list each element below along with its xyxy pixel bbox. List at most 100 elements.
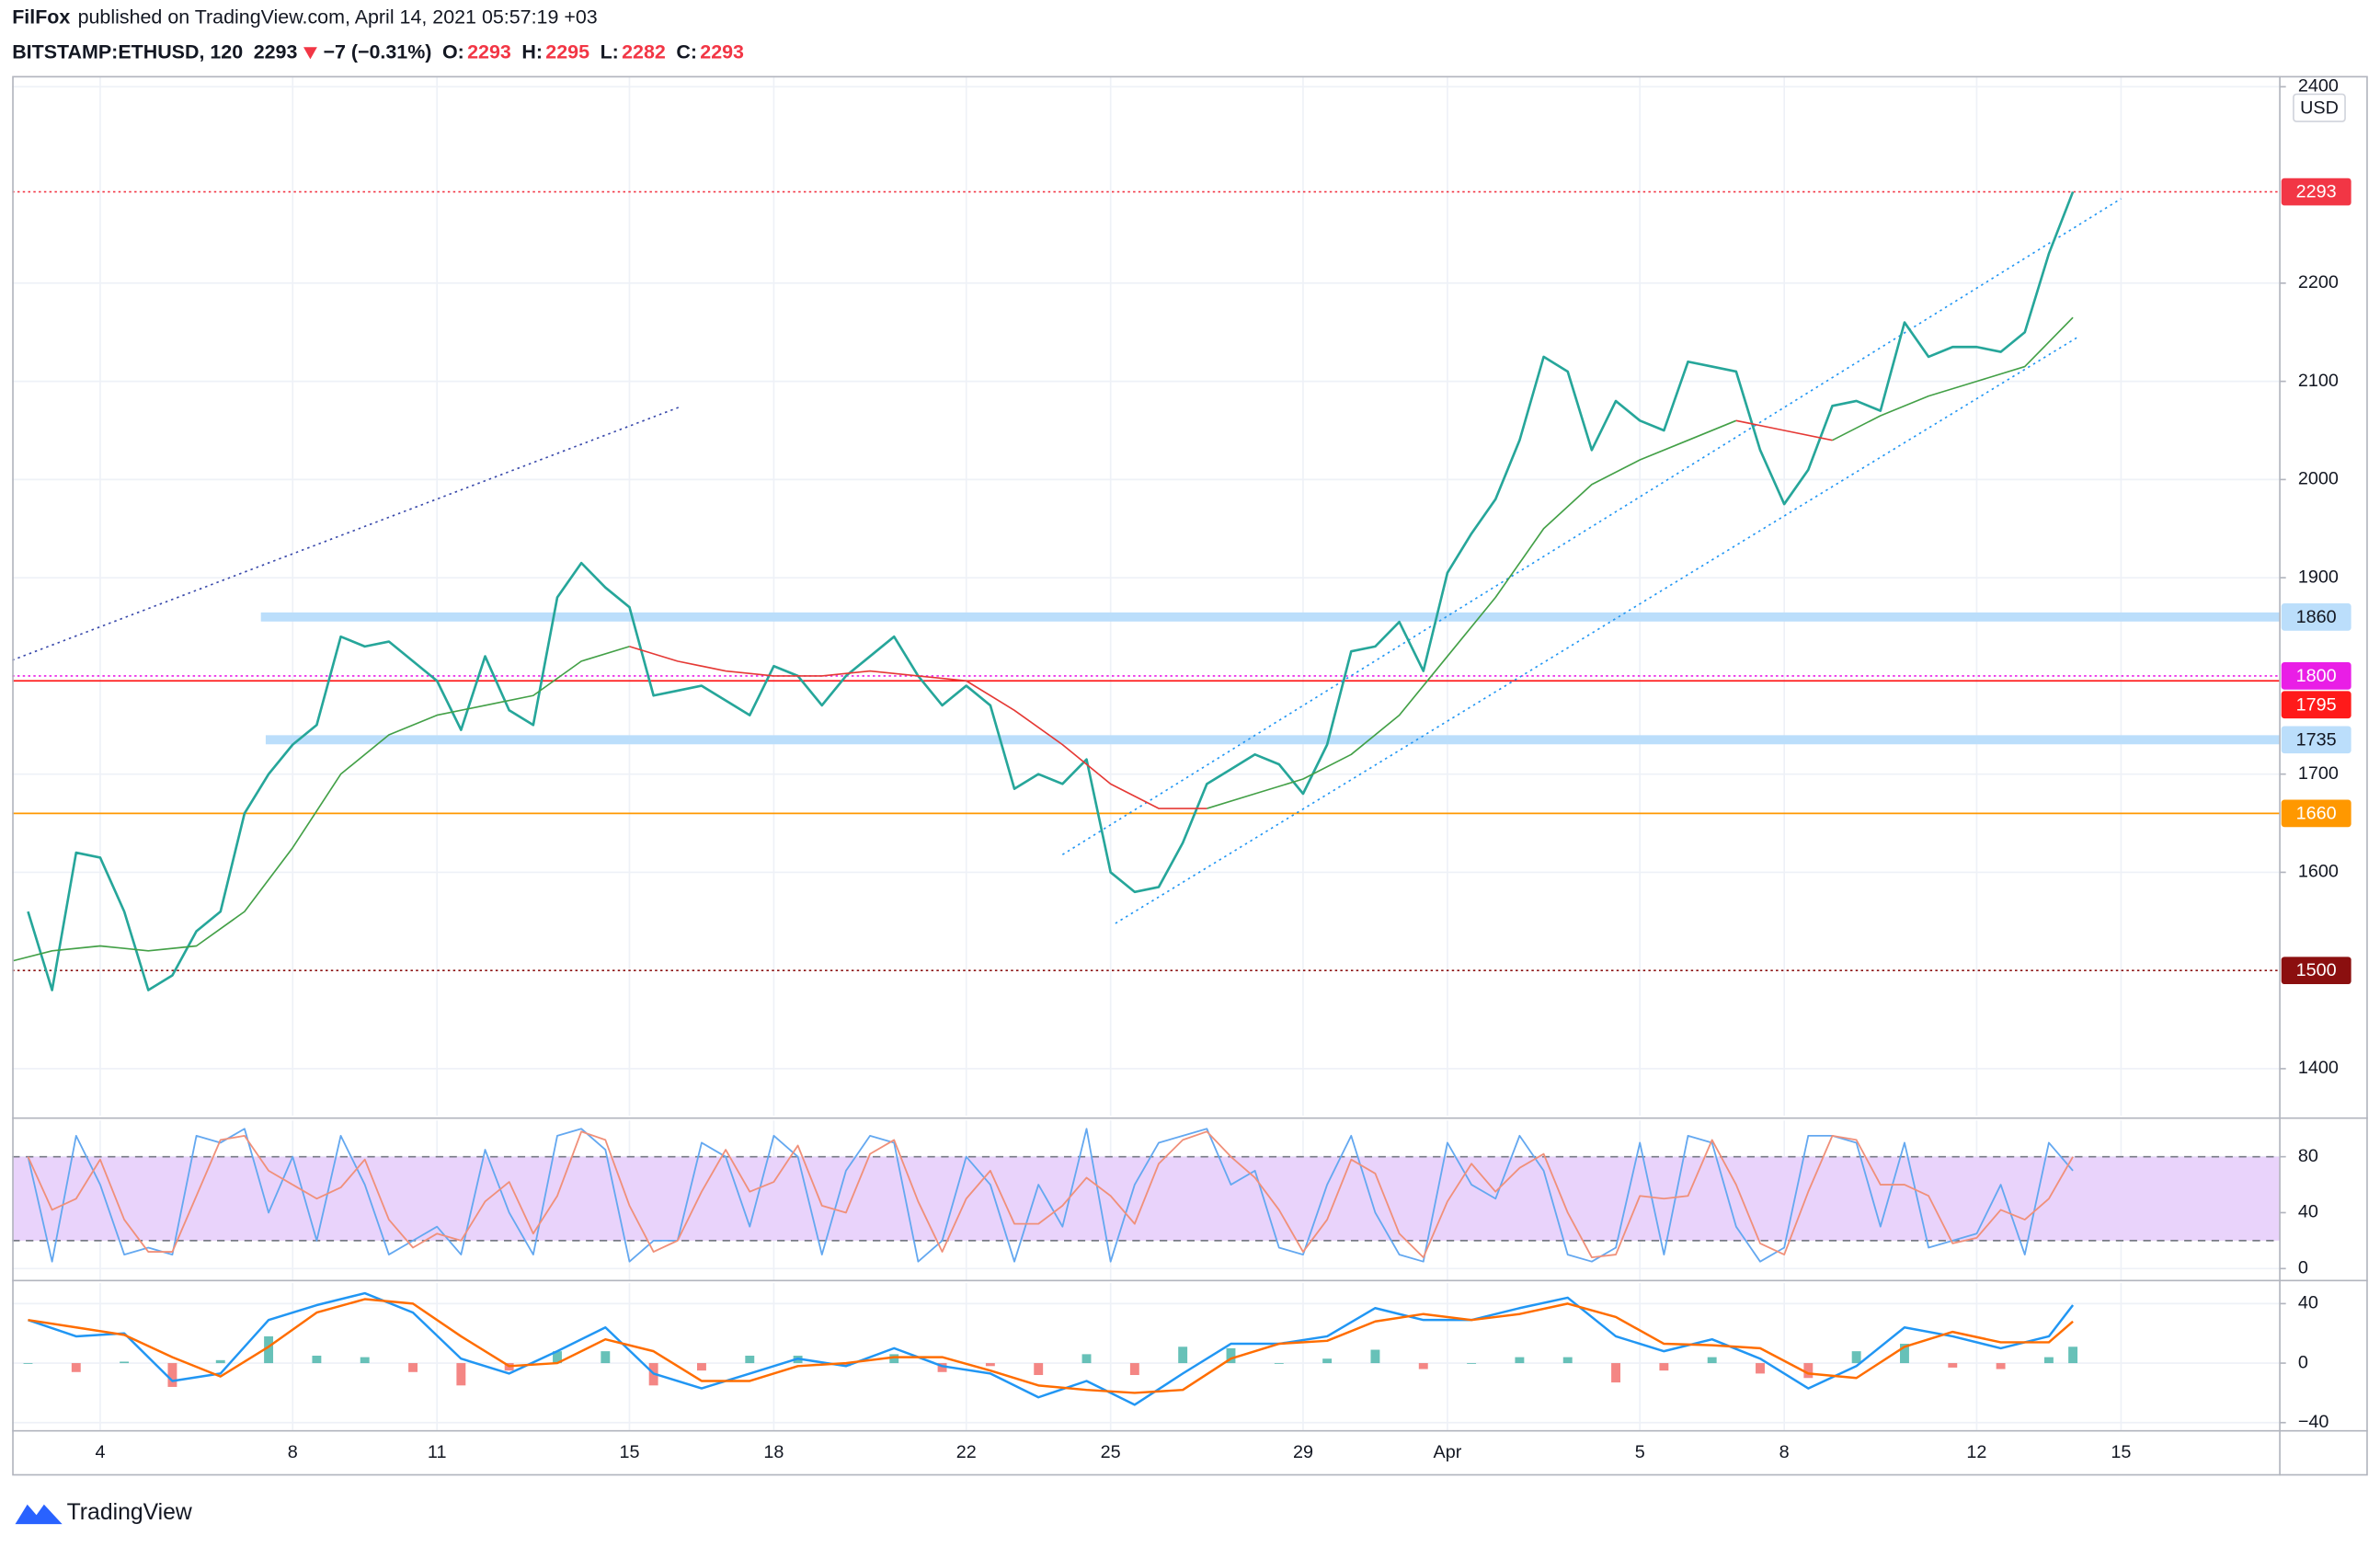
ohlc-value: 2295 (545, 41, 589, 63)
histogram-bar (1274, 1363, 1284, 1364)
price-badge-label: 1735 (2296, 729, 2337, 750)
histogram-bar (1611, 1363, 1620, 1383)
moving-average (629, 419, 1833, 809)
y-tick-label: 2200 (2298, 272, 2339, 292)
histogram-bar (1467, 1363, 1477, 1364)
histogram-bar (1081, 1354, 1092, 1364)
histogram-bar (1370, 1349, 1380, 1364)
band-fill (12, 1156, 2281, 1241)
price-badge-label: 1795 (2296, 694, 2337, 715)
histogram-bar (1178, 1346, 1188, 1364)
histogram-bar (1322, 1358, 1333, 1364)
histogram-bar (745, 1355, 755, 1364)
y-tick-label: 2100 (2298, 371, 2339, 391)
y-tick-label: 2000 (2298, 469, 2339, 489)
frame (12, 75, 2368, 1476)
histogram-bar (2068, 1346, 2078, 1364)
pane (12, 75, 2281, 1117)
price-badge (2281, 178, 2351, 206)
ohlc-label: L: (601, 41, 619, 63)
histogram-bar (456, 1363, 466, 1386)
histogram-bar (1996, 1363, 2006, 1369)
x-tick-label: 8 (288, 1442, 298, 1462)
x-tick-label: 12 (1966, 1442, 1986, 1462)
histogram-bar (553, 1351, 562, 1364)
x-tick-label: 8 (1779, 1442, 1790, 1462)
histogram-bar (1418, 1363, 1428, 1369)
price-badge-label: 1660 (2296, 803, 2337, 823)
trend-line (12, 406, 681, 661)
x-tick-label: 22 (956, 1442, 977, 1462)
plot-layer (12, 75, 2281, 1430)
x-tick-label: 25 (1101, 1442, 1121, 1462)
ohlc-value: 2293 (467, 41, 511, 63)
y-tick-label: 1400 (2298, 1058, 2339, 1078)
histogram-bar (1900, 1344, 1909, 1364)
x-tick-label: 11 (428, 1442, 447, 1462)
published: published on TradingView.com, April 14, … (78, 6, 598, 29)
histogram-bar (167, 1363, 177, 1387)
y-tick-label: 1700 (2298, 763, 2339, 784)
price-line (27, 191, 2075, 991)
price-badge (2281, 602, 2351, 631)
price-badge (2281, 957, 2351, 985)
price-badge-label: 1800 (2296, 666, 2337, 686)
histogram-bar (1707, 1357, 1717, 1364)
histogram-bar (841, 1363, 851, 1367)
x-tick-label: 15 (2111, 1442, 2131, 1462)
change-arrow (303, 47, 317, 60)
moving-average (13, 316, 2074, 962)
histogram-bar (937, 1363, 947, 1372)
histogram-bar (1562, 1357, 1573, 1364)
pane (12, 1120, 2281, 1280)
author: FilFox (12, 6, 70, 29)
histogram-bar (1129, 1363, 1139, 1376)
histogram-bar (1226, 1347, 1236, 1364)
y-tick-label: 0 (2298, 1258, 2308, 1278)
histogram-bar (1803, 1363, 1814, 1379)
histogram-bar (23, 1363, 33, 1364)
histogram-bar (408, 1363, 418, 1372)
y-tick-label: 0 (2298, 1352, 2308, 1372)
histogram-bar (1948, 1363, 1958, 1368)
y-tick-label: 1900 (2298, 567, 2339, 587)
trend-line (1061, 198, 2122, 855)
price-badge (2281, 662, 2351, 690)
histogram-bar (312, 1355, 322, 1364)
pane (12, 1282, 2281, 1430)
y-tick-label: 40 (2298, 1202, 2318, 1222)
x-tick-label: 5 (1635, 1442, 1645, 1462)
y-tick-label: −40 (2298, 1412, 2329, 1432)
change: −7 (−0.31%) (323, 41, 431, 63)
x-tick-label: 15 (619, 1442, 639, 1462)
ohlc-value: 2293 (700, 41, 744, 63)
y-tick-label: 1600 (2298, 862, 2339, 882)
histogram-bar (264, 1335, 274, 1364)
histogram-bar (71, 1363, 81, 1372)
price-badge-label: 1500 (2296, 960, 2337, 980)
price-badge (2281, 726, 2351, 754)
y-tick-label: 80 (2298, 1146, 2318, 1166)
histogram-bar (985, 1363, 995, 1367)
x-tick-label: 4 (95, 1442, 105, 1462)
histogram-bar (1515, 1357, 1525, 1364)
histogram-bar (1034, 1363, 1044, 1376)
brand: TradingView (67, 1500, 192, 1525)
x-tick-label: 18 (763, 1442, 784, 1462)
currency: USD (2300, 97, 2339, 118)
y-tick-label: 40 (2298, 1293, 2318, 1313)
histogram-bar (697, 1363, 706, 1371)
ohlc-label: C: (676, 41, 697, 63)
price-badge (2281, 691, 2351, 719)
last-price: 2293 (254, 41, 298, 63)
histogram-bar (889, 1354, 899, 1364)
histogram-bar (1659, 1363, 1669, 1371)
histogram-bar (360, 1357, 370, 1364)
histogram-bar (2043, 1357, 2054, 1364)
brand-logo (15, 1504, 63, 1525)
histogram-bar (215, 1359, 225, 1364)
price-badge-label: 1860 (2296, 607, 2337, 627)
ohlc-label: H: (521, 41, 543, 63)
